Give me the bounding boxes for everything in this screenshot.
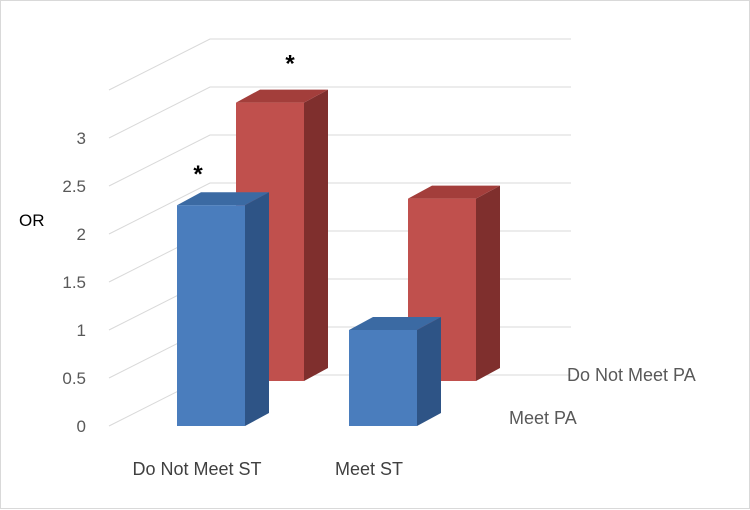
bar-s0-c0 (177, 205, 245, 426)
bar-side-s0-c1 (417, 317, 441, 426)
gridline (108, 38, 571, 91)
significance-marker-s0-c0: * (193, 161, 203, 188)
bar-side-s1-c0 (304, 89, 328, 381)
gridline (108, 86, 571, 139)
series-axis-label: Meet PA (509, 408, 577, 428)
bar-side-s0-c0 (245, 192, 269, 426)
bar-top-s1-c0 (236, 89, 328, 103)
y-tick-label: 3 (77, 129, 86, 148)
y-tick-label: 0.5 (62, 369, 86, 388)
y-tick-label: 2.5 (62, 177, 86, 196)
y-tick-label: 0 (77, 417, 86, 436)
series-axis-label: Do Not Meet PA (567, 365, 696, 385)
gridline (108, 182, 571, 235)
y-tick-label: 1.5 (62, 273, 86, 292)
gridline (108, 134, 571, 187)
bar-top-s0-c1 (349, 317, 441, 330)
y-tick-label: 1 (77, 321, 86, 340)
bar-side-s1-c1 (476, 185, 500, 381)
bar-top-s1-c1 (408, 185, 500, 199)
y-axis-title: OR (19, 211, 45, 230)
x-category-label: Do Not Meet ST (132, 459, 261, 479)
significance-marker-s1-c0: * (285, 51, 295, 78)
bar-top-s0-c0 (177, 192, 269, 206)
y-tick-label: 2 (77, 225, 86, 244)
x-category-label: Meet ST (335, 459, 403, 479)
bar-s0-c1 (349, 330, 417, 426)
